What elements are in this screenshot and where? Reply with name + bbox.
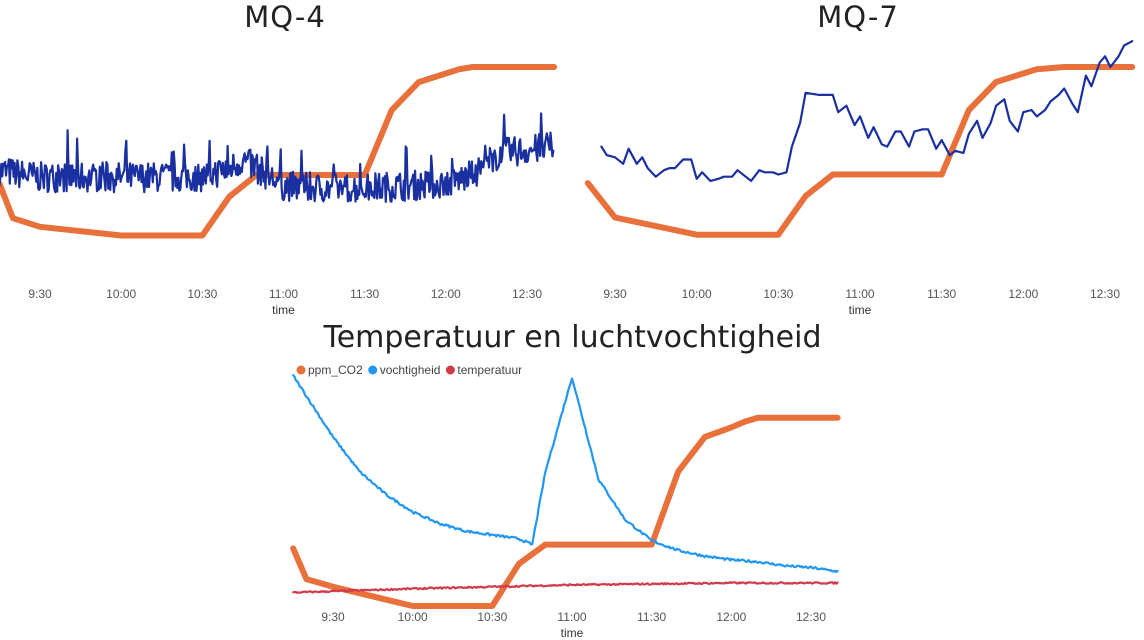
x-tick-label: 12:00 (1008, 287, 1038, 301)
legend-entry: temperatuur (457, 363, 522, 377)
x-tick-label: 12:30 (796, 610, 826, 624)
x-axis-label: time (849, 303, 872, 317)
series-line-vochtigheid (292, 374, 839, 574)
x-axis-label: time (272, 303, 295, 317)
chart-3: 9:30 10:00 10:30 11:00 11:30 12:00 12:30 time pp… (290, 363, 841, 640)
x-tick-label: 12:00 (716, 610, 746, 624)
x-tick-label: 10:30 (763, 287, 793, 301)
series-line-series-2 (0, 112, 555, 203)
x-tick-label: 11:30 (350, 287, 379, 301)
legend-marker (296, 365, 306, 375)
chart-title-mq4: MQ-4 (244, 0, 326, 34)
legend-marker (368, 365, 378, 375)
x-tick-label: 12:00 (431, 287, 461, 301)
x-tick-label: 11:30 (637, 610, 666, 624)
x-tick-label: 9:30 (28, 287, 52, 301)
x-tick-label: 10:00 (682, 287, 712, 301)
chart-1: 9:30 10:00 10:30 11:00 11:30 12:00 12:30 time (0, 64, 558, 317)
x-tick-label: 10:00 (106, 287, 136, 301)
x-tick-label: 11:00 (557, 610, 586, 624)
x-tick-label: 10:30 (477, 610, 507, 624)
chart-title-temperatuur: Temperatuur en luchtvochtigheid (323, 320, 822, 355)
x-tick-label: 9:30 (603, 287, 627, 301)
x-tick-label: 11:00 (845, 287, 874, 301)
series-line-series-1 (584, 64, 1136, 238)
x-tick-label: 11:30 (927, 287, 956, 301)
x-axis-label: time (561, 626, 584, 640)
series-line-temperatuur (292, 581, 839, 594)
series-line-series-2 (600, 40, 1134, 182)
series-line-ppm_CO2 (290, 414, 841, 609)
x-tick-label: 11:00 (269, 287, 298, 301)
chart-2: 9:30 10:00 10:30 11:00 11:30 12:00 12:30 time (584, 40, 1136, 317)
x-tick-label: 10:30 (187, 287, 217, 301)
legend-marker (445, 365, 455, 375)
chart-title-mq7: MQ-7 (817, 0, 899, 34)
series-line-series-1 (0, 64, 558, 239)
x-tick-label: 12:30 (512, 287, 542, 301)
x-tick-label: 12:30 (1090, 287, 1120, 301)
legend-entry: vochtigheid (380, 363, 441, 377)
legend-entry: ppm_CO2 (308, 363, 363, 377)
x-tick-label: 10:00 (398, 610, 428, 624)
x-tick-label: 9:30 (321, 610, 345, 624)
